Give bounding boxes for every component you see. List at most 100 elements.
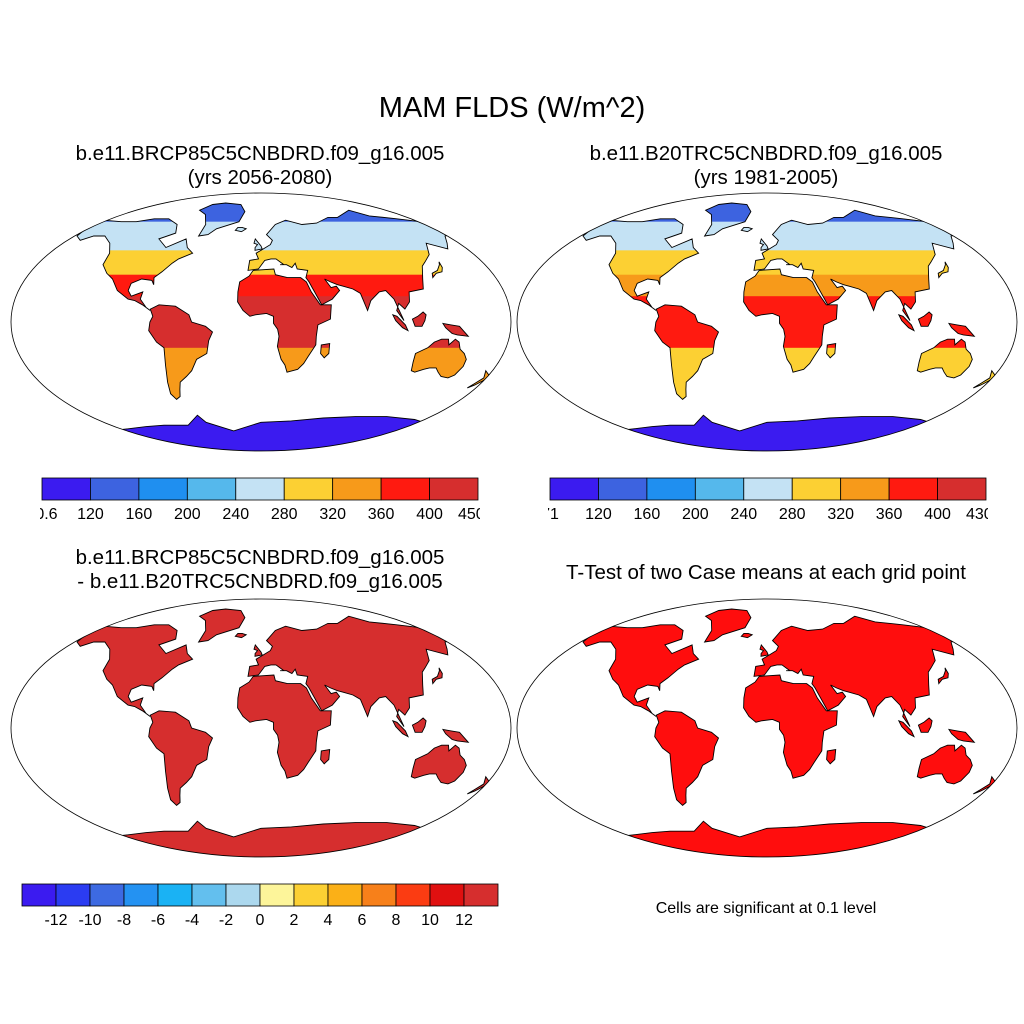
colorbar-tick-label: 0 bbox=[256, 912, 265, 929]
colorbar-swatch bbox=[429, 477, 479, 501]
coastline-japan bbox=[937, 667, 949, 685]
colorbar-tick-label: 280 bbox=[779, 506, 806, 523]
colorbar-swatch bbox=[840, 477, 890, 501]
colorbar-tick-label: 10 bbox=[421, 912, 439, 929]
panel-title-line1: b.e11.B20TRC5CNBDRD.f09_g16.005 bbox=[589, 142, 943, 165]
significance-note: Cells are significant at 0.1 level bbox=[655, 900, 877, 917]
coastline-new-guinea bbox=[947, 728, 976, 743]
land-band-arctic bbox=[583, 203, 996, 223]
coastline-australia bbox=[410, 744, 467, 785]
colorbar-tick-label: 4 bbox=[324, 912, 333, 929]
panel-title-bottom-left: b.e11.BRCP85C5CNBDRD.f09_g16.005 - b.e11… bbox=[10, 546, 510, 594]
coastline-new-guinea bbox=[441, 322, 470, 337]
panel-title-line1: b.e11.BRCP85C5CNBDRD.f09_g16.005 bbox=[75, 142, 445, 165]
colorbar-tick-label: 8 bbox=[392, 912, 401, 929]
coastline-madagascar bbox=[320, 748, 331, 765]
coastline-uk bbox=[759, 237, 769, 251]
colorbar-swatch bbox=[89, 883, 125, 907]
land-band-mid bbox=[583, 250, 996, 276]
colorbar-top-right: 71 120 160 200 240 280 320 360 400 430.4 bbox=[548, 477, 988, 523]
coastline-north-america bbox=[76, 624, 194, 717]
colorbar-swatch bbox=[743, 477, 793, 501]
colorbar-tick-label: 280 bbox=[271, 506, 298, 523]
colorbar-swatch bbox=[90, 477, 140, 501]
colorbar-swatch bbox=[332, 477, 382, 501]
colorbar-tick-label: 120 bbox=[585, 506, 612, 523]
colorbar-swatch bbox=[937, 477, 987, 501]
panel-title-bottom-right: T-Test of two Case means at each grid po… bbox=[516, 561, 1016, 585]
colorbar-tick-label: 320 bbox=[319, 506, 346, 523]
coastline-south-america bbox=[654, 304, 720, 401]
colorbar-tick-label: 240 bbox=[222, 506, 249, 523]
colorbar-top-left: 80.6 120 160 200 240 280 320 360 400 450.7 bbox=[40, 477, 480, 523]
land-band-tropics bbox=[583, 296, 996, 349]
colorbar-tick-label: -6 bbox=[151, 912, 165, 929]
colorbar-swatch bbox=[41, 477, 91, 501]
coastline-australia bbox=[916, 744, 973, 785]
map-border bbox=[10, 598, 512, 858]
coastline-africa bbox=[743, 268, 838, 373]
colorbar-swatch bbox=[123, 883, 159, 907]
coastline-japan bbox=[431, 667, 443, 685]
coastline-north-america bbox=[582, 218, 700, 311]
colorbar-tick-label: -2 bbox=[219, 912, 233, 929]
colorbar-tick-label: 240 bbox=[730, 506, 757, 523]
land-band-antarctic bbox=[583, 410, 996, 451]
colorbar-swatch bbox=[235, 477, 285, 501]
coastline-south-america bbox=[148, 304, 214, 401]
colorbar-bottom-left: -12 -10 -8 -6 -4 -2 0 2 4 6 8 10 12 bbox=[21, 883, 499, 929]
land-band-south bbox=[77, 347, 490, 412]
coastline-borneo bbox=[411, 717, 427, 733]
coastline-borneo bbox=[917, 311, 933, 327]
colorbar-swatch bbox=[694, 477, 745, 501]
colorbar-tick-label: 6 bbox=[358, 912, 367, 929]
land-fill bbox=[583, 609, 996, 857]
colorbar-tick-label: 360 bbox=[876, 506, 903, 523]
colorbar-tick-label: 400 bbox=[416, 506, 443, 523]
coastline-greenland bbox=[703, 608, 752, 643]
land-band-mid bbox=[77, 250, 490, 276]
coastline-borneo bbox=[411, 311, 427, 327]
panel-title-line2: - b.e11.B20TRC5CNBDRD.f09_g16.005 bbox=[77, 570, 443, 593]
land-band-subtrop bbox=[77, 274, 490, 297]
colorbar-tick-label: 160 bbox=[634, 506, 661, 523]
coastline-japan bbox=[937, 261, 949, 279]
coastline-borneo bbox=[917, 717, 933, 733]
colorbar-tick-label: 400 bbox=[924, 506, 951, 523]
coastline-sumatra bbox=[897, 719, 915, 738]
coastline-uk bbox=[253, 237, 263, 251]
coastline-iceland bbox=[234, 632, 248, 639]
land-band-north bbox=[77, 221, 490, 251]
coastline-eurasia bbox=[753, 615, 966, 727]
colorbar-tick-label: -4 bbox=[185, 912, 199, 929]
colorbar-tick-label: 320 bbox=[827, 506, 854, 523]
colorbar-swatch bbox=[293, 883, 329, 907]
colorbar-swatch bbox=[157, 883, 193, 907]
coastline-sumatra bbox=[897, 313, 915, 332]
map-top-right bbox=[516, 192, 1018, 452]
colorbar-swatch bbox=[549, 477, 599, 501]
coastline-north-america bbox=[582, 624, 700, 717]
colorbar-swatch bbox=[138, 477, 188, 501]
coastline-greenland bbox=[197, 202, 246, 237]
land-band-south bbox=[583, 347, 996, 412]
coastline-eurasia bbox=[247, 615, 460, 727]
land-band-tropics bbox=[77, 296, 490, 349]
land-band-north bbox=[583, 221, 996, 251]
coastline-eurasia bbox=[753, 209, 966, 321]
map-border bbox=[10, 192, 512, 452]
map-border bbox=[516, 598, 1018, 858]
map-bottom-left bbox=[10, 598, 512, 858]
colorbar-swatch bbox=[463, 883, 499, 907]
coastline-madagascar bbox=[826, 748, 837, 765]
coastline-south-america bbox=[654, 710, 720, 807]
map-border bbox=[516, 192, 1018, 452]
colorbar-tick-label: 360 bbox=[368, 506, 395, 523]
colorbar-swatch bbox=[598, 477, 648, 501]
coastline-north-america bbox=[76, 218, 194, 311]
colorbar-tick-label: 450.7 bbox=[458, 506, 480, 523]
coastline-sumatra bbox=[391, 719, 409, 738]
coastline-greenland bbox=[703, 202, 752, 237]
land-band-antarctic bbox=[77, 410, 490, 451]
colorbar-swatch bbox=[888, 477, 938, 501]
